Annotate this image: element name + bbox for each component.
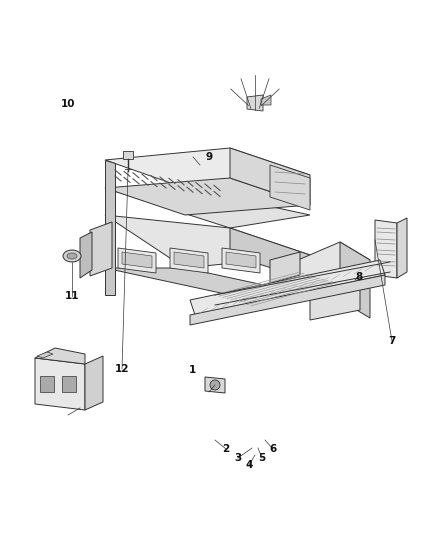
Ellipse shape [63, 250, 81, 262]
Bar [40, 376, 54, 392]
Polygon shape [105, 268, 310, 295]
Text: 5: 5 [258, 454, 265, 463]
Polygon shape [230, 148, 310, 205]
Polygon shape [270, 165, 310, 210]
Polygon shape [90, 222, 112, 276]
Polygon shape [230, 228, 310, 280]
Text: 7: 7 [389, 336, 396, 346]
Polygon shape [226, 252, 256, 268]
Polygon shape [190, 275, 385, 325]
Text: 4: 4 [245, 460, 252, 470]
Polygon shape [397, 218, 407, 278]
Polygon shape [205, 377, 225, 393]
Text: 10: 10 [60, 99, 75, 109]
Polygon shape [261, 95, 271, 105]
Ellipse shape [67, 253, 77, 259]
Polygon shape [35, 348, 85, 364]
Text: 1: 1 [189, 366, 196, 375]
Polygon shape [80, 232, 92, 278]
Polygon shape [105, 188, 310, 228]
Polygon shape [123, 151, 133, 159]
Polygon shape [85, 356, 103, 410]
Bar [62, 376, 76, 392]
Polygon shape [118, 248, 156, 273]
Polygon shape [270, 252, 300, 283]
Text: 9: 9 [206, 152, 213, 162]
Text: 8: 8 [356, 272, 363, 282]
Polygon shape [310, 268, 360, 320]
Polygon shape [35, 358, 85, 410]
Text: 12: 12 [114, 364, 129, 374]
Polygon shape [222, 248, 260, 273]
Polygon shape [105, 160, 115, 295]
Polygon shape [190, 260, 385, 315]
Text: 11: 11 [65, 292, 80, 301]
Circle shape [210, 380, 220, 390]
Text: 6: 6 [269, 444, 276, 454]
Polygon shape [122, 252, 152, 268]
Polygon shape [174, 252, 204, 268]
Text: 2: 2 [222, 444, 229, 454]
Polygon shape [105, 178, 310, 215]
Polygon shape [105, 215, 310, 268]
Polygon shape [340, 242, 370, 318]
Polygon shape [105, 148, 310, 188]
Polygon shape [270, 278, 370, 290]
Polygon shape [247, 95, 263, 111]
Polygon shape [375, 220, 397, 278]
Polygon shape [37, 352, 53, 358]
Text: 3: 3 [234, 454, 241, 463]
Polygon shape [170, 248, 208, 273]
Polygon shape [270, 242, 370, 290]
